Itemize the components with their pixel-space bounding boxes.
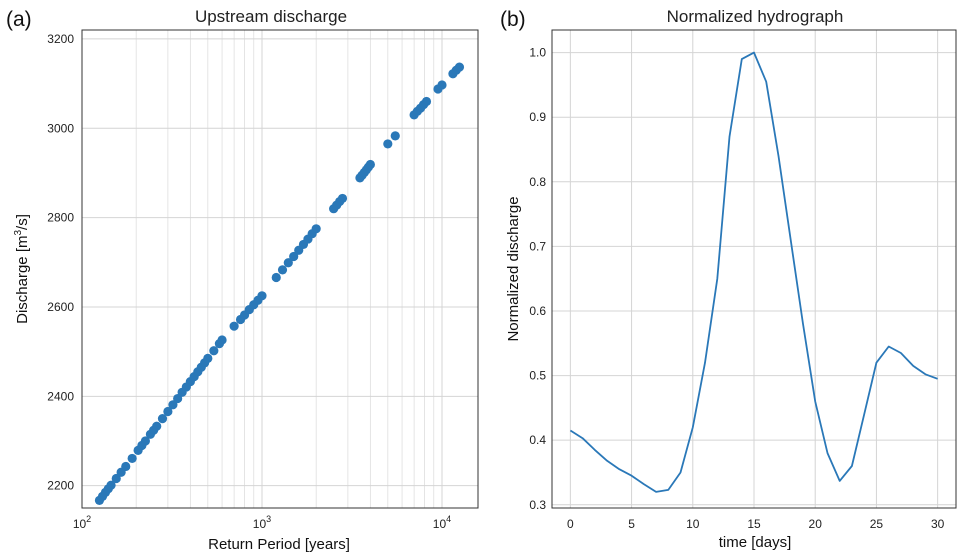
panel-a-grid	[81, 30, 478, 508]
panel-b-y-tick-labels: 0.3 0.4 0.5 0.6 0.7 0.8 0.9 1.0	[529, 46, 546, 512]
panel-a-data-point	[283, 258, 293, 268]
panel-a-data-point	[437, 80, 447, 90]
panel-b-x-tick-label: 15	[747, 517, 761, 531]
panel-a-y-label-superscript: 3	[13, 230, 24, 236]
panel-b-x-tick-label: 20	[809, 517, 823, 531]
panel-a-data-point	[127, 453, 137, 464]
panel-a-data-point	[229, 321, 239, 331]
panel-a-data-point	[271, 272, 281, 283]
panel-b-x-tick-label: 30	[931, 517, 945, 531]
panel-a-data-point	[111, 473, 121, 484]
panel-a-title: Upstream discharge	[195, 7, 347, 26]
panel-a-data-point	[168, 400, 178, 410]
panel-a-x-tick-label: 102	[73, 514, 91, 531]
panel-a-data-point	[365, 159, 375, 170]
panel-a-y-tick-label: 2200	[47, 479, 74, 493]
panel-a: (a) Upstream discharge 2200 2400 2600 2800 3…	[6, 7, 479, 553]
panel-b-line-series	[569, 51, 938, 493]
panel-a-y-tick-label: 2400	[47, 389, 74, 403]
panel-b-x-tick-label: 25	[870, 517, 884, 531]
panel-a-x-axis-label: Return Period [years]	[208, 536, 350, 553]
panel-b-y-tick-label: 0.4	[529, 433, 546, 447]
panel-b-y-tick-label: 0.8	[529, 175, 546, 189]
panel-a-data-point	[383, 139, 393, 149]
panel-a-data-point	[277, 265, 288, 275]
panel-a-data-point	[106, 480, 116, 490]
panel-b-hydrograph-line	[569, 51, 938, 493]
panel-b-plot-frame	[551, 29, 957, 509]
panel-a-data-point	[311, 224, 321, 234]
panel-b-y-tick-label: 0.7	[529, 239, 546, 253]
panel-a-label: (a)	[6, 8, 32, 31]
panel-a-y-tick-label: 2600	[47, 300, 74, 314]
panel-b-title: Normalized hydrograph	[667, 7, 844, 26]
panel-b-x-tick-labels: 0 5 10 15 20 25 30	[567, 517, 945, 531]
panel-a-y-label-end: /s]	[14, 214, 31, 230]
panel-a-data-point	[257, 291, 267, 301]
panel-a-data-point	[157, 414, 168, 424]
panel-a-data-point	[121, 461, 131, 472]
panel-b-x-tick-label: 5	[628, 517, 635, 531]
panel-a-data-point	[454, 62, 465, 72]
panel-a-y-tick-label: 3000	[47, 121, 74, 135]
panel-b-grid	[552, 30, 956, 508]
panel-b-y-tick-label: 0.3	[529, 498, 546, 512]
panel-b-y-tick-label: 1.0	[529, 46, 546, 60]
panel-a-x-tick-labels: 102 103 104	[73, 514, 451, 531]
panel-b-y-tick-label: 0.9	[529, 110, 546, 124]
panel-b-x-tick-label: 0	[567, 517, 574, 531]
panel-b-x-tick-label: 10	[686, 517, 700, 531]
panel-a-y-tick-labels: 2200 2400 2600 2800 3000 3200	[47, 32, 74, 493]
panel-b-y-axis-label: Normalized discharge	[505, 196, 522, 341]
panel-b-label: (b)	[500, 8, 526, 31]
panel-a-data-point	[217, 335, 227, 345]
panel-a-data-point	[390, 131, 400, 141]
panel-b-y-tick-label: 0.6	[529, 304, 546, 318]
panel-b-y-tick-label: 0.5	[529, 369, 546, 383]
panel-a-data-point	[152, 421, 162, 431]
panel-b: (b) Normalized hydrograph 0.30.40.50.60.…	[500, 7, 957, 551]
panel-a-data-point	[140, 436, 150, 446]
panel-a-data-point	[337, 193, 348, 204]
panel-a-data-point	[203, 353, 213, 363]
panel-a-y-axis-label: Discharge [m3/s]	[13, 214, 31, 324]
panel-a-data-point	[163, 406, 173, 417]
panel-b-x-axis-label: time [days]	[719, 534, 792, 551]
panel-a-plot-frame	[81, 29, 479, 509]
panel-a-x-tick-label: 103	[253, 514, 271, 531]
panel-a-data-point	[209, 346, 219, 356]
panel-a-data-point	[421, 96, 432, 107]
panel-a-y-label-main: Discharge [m	[14, 236, 31, 324]
panel-a-y-tick-label: 3200	[47, 32, 74, 46]
panel-a-scatter-points	[94, 62, 465, 506]
panel-a-y-tick-label: 2800	[47, 211, 74, 225]
panel-a-data-point	[289, 251, 299, 262]
panel-a-x-tick-label: 104	[433, 514, 451, 531]
